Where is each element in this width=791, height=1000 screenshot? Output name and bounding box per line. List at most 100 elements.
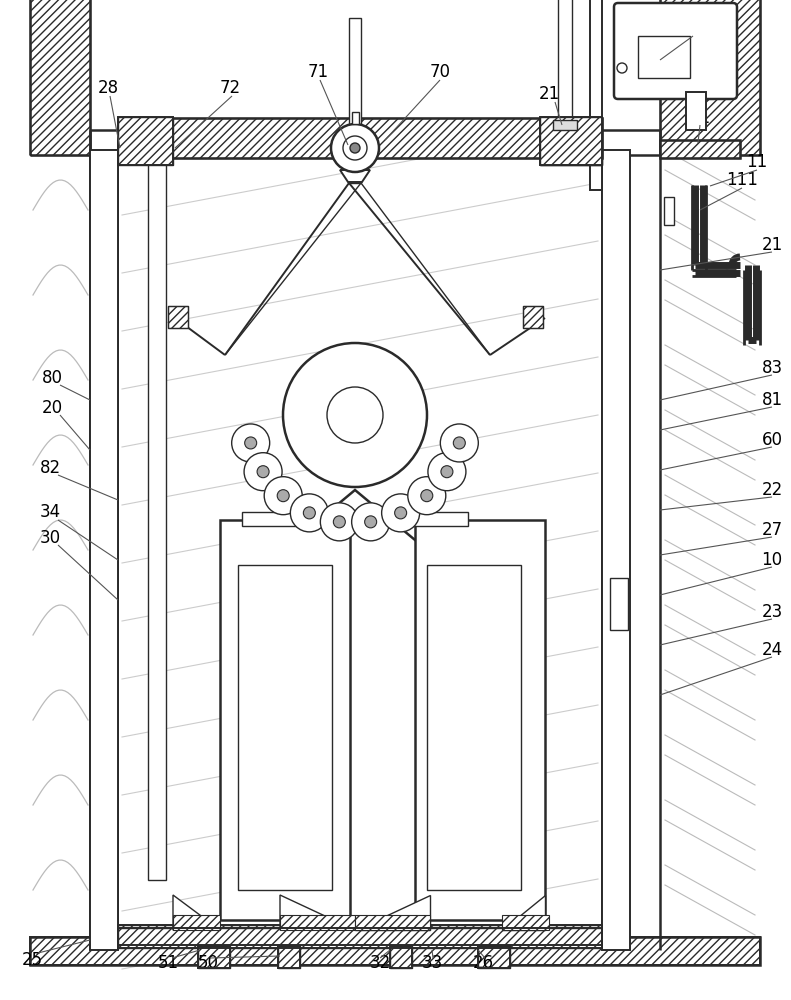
Bar — [118, 925, 602, 945]
Bar — [349, 18, 361, 183]
Bar — [168, 306, 188, 328]
Text: 20: 20 — [41, 399, 62, 417]
Text: 71: 71 — [308, 63, 328, 81]
Bar — [278, 946, 300, 968]
Text: 11: 11 — [747, 153, 767, 171]
Bar — [502, 915, 549, 930]
Bar — [118, 117, 173, 165]
Bar — [390, 946, 412, 968]
Bar — [238, 565, 332, 890]
Polygon shape — [173, 895, 220, 930]
Text: 51: 51 — [157, 954, 179, 972]
Bar — [415, 520, 545, 920]
Polygon shape — [502, 895, 545, 930]
Bar — [660, 0, 760, 155]
Bar — [278, 946, 300, 968]
Circle shape — [441, 424, 479, 462]
Circle shape — [304, 507, 316, 519]
Text: 28: 28 — [97, 79, 119, 97]
Circle shape — [244, 453, 282, 491]
Bar — [168, 306, 188, 328]
Text: 24: 24 — [762, 641, 782, 659]
Circle shape — [381, 494, 420, 532]
Text: 211: 211 — [539, 85, 571, 103]
Text: 33: 33 — [422, 954, 443, 972]
Bar — [427, 565, 521, 890]
Bar — [523, 306, 543, 328]
Bar — [118, 117, 173, 165]
Bar — [390, 946, 412, 968]
Circle shape — [232, 424, 270, 462]
Bar — [553, 120, 577, 130]
Bar — [660, 0, 760, 155]
Text: 83: 83 — [762, 359, 782, 377]
Circle shape — [428, 453, 466, 491]
Bar — [242, 512, 468, 526]
Text: 72: 72 — [219, 79, 240, 97]
Bar — [148, 150, 166, 880]
Bar — [540, 117, 602, 165]
Circle shape — [343, 136, 367, 160]
Bar — [686, 92, 706, 130]
Bar — [540, 117, 602, 165]
Text: 26: 26 — [472, 954, 494, 972]
Text: 27: 27 — [762, 521, 782, 539]
Bar — [173, 915, 220, 930]
Polygon shape — [283, 490, 427, 920]
Bar — [198, 946, 230, 968]
Circle shape — [408, 477, 446, 515]
Text: 21: 21 — [762, 236, 782, 254]
Text: 111: 111 — [726, 171, 758, 189]
Bar — [610, 578, 628, 630]
Bar — [638, 36, 690, 78]
Circle shape — [421, 490, 433, 502]
Circle shape — [350, 143, 360, 153]
Circle shape — [453, 437, 465, 449]
Bar — [523, 306, 543, 328]
Circle shape — [365, 516, 377, 528]
Bar — [478, 946, 510, 968]
Circle shape — [244, 437, 257, 449]
Polygon shape — [280, 895, 355, 930]
Polygon shape — [340, 170, 370, 182]
Bar — [198, 946, 230, 968]
Circle shape — [277, 490, 290, 502]
Circle shape — [257, 466, 269, 478]
Bar — [118, 928, 602, 948]
Bar — [664, 197, 674, 225]
Text: 81: 81 — [762, 391, 782, 409]
Circle shape — [352, 503, 390, 541]
Bar — [30, 0, 90, 155]
Bar — [30, 937, 760, 965]
Bar — [352, 112, 359, 124]
Text: 82: 82 — [40, 459, 61, 477]
Bar — [118, 118, 602, 158]
Bar — [90, 150, 118, 950]
Bar — [280, 915, 355, 930]
Circle shape — [395, 507, 407, 519]
Circle shape — [441, 466, 453, 478]
Bar — [118, 928, 602, 948]
Text: 50: 50 — [198, 954, 218, 972]
Circle shape — [327, 387, 383, 443]
Text: 32: 32 — [369, 954, 391, 972]
Circle shape — [264, 477, 302, 515]
Text: 25: 25 — [21, 951, 43, 969]
Text: 91: 91 — [690, 109, 710, 127]
Circle shape — [333, 516, 346, 528]
Bar — [118, 118, 602, 158]
Bar — [602, 150, 630, 950]
Text: 90: 90 — [683, 19, 703, 37]
Circle shape — [283, 343, 427, 487]
Text: 34: 34 — [40, 503, 61, 521]
Bar — [660, 140, 740, 158]
Bar — [220, 520, 350, 920]
Text: 30: 30 — [40, 529, 61, 547]
Polygon shape — [355, 895, 430, 930]
Circle shape — [320, 503, 358, 541]
Bar — [558, 0, 572, 135]
Bar — [540, 117, 602, 165]
Text: 70: 70 — [430, 63, 451, 81]
Text: 23: 23 — [762, 603, 782, 621]
Bar — [590, 0, 602, 190]
